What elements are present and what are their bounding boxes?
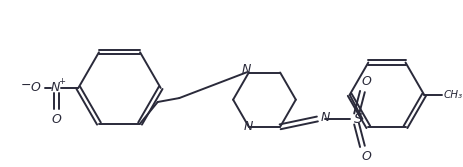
Text: O: O (30, 81, 40, 94)
Text: +: + (58, 76, 65, 86)
Text: N: N (242, 63, 251, 76)
Text: O: O (52, 113, 62, 126)
Text: CH₃: CH₃ (443, 90, 462, 100)
Text: N: N (244, 120, 253, 133)
Text: O: O (361, 150, 370, 163)
Text: O: O (361, 75, 370, 88)
Text: −: − (20, 78, 31, 92)
Text: S: S (353, 112, 362, 126)
Text: N: N (320, 111, 329, 124)
Text: N: N (50, 81, 59, 94)
